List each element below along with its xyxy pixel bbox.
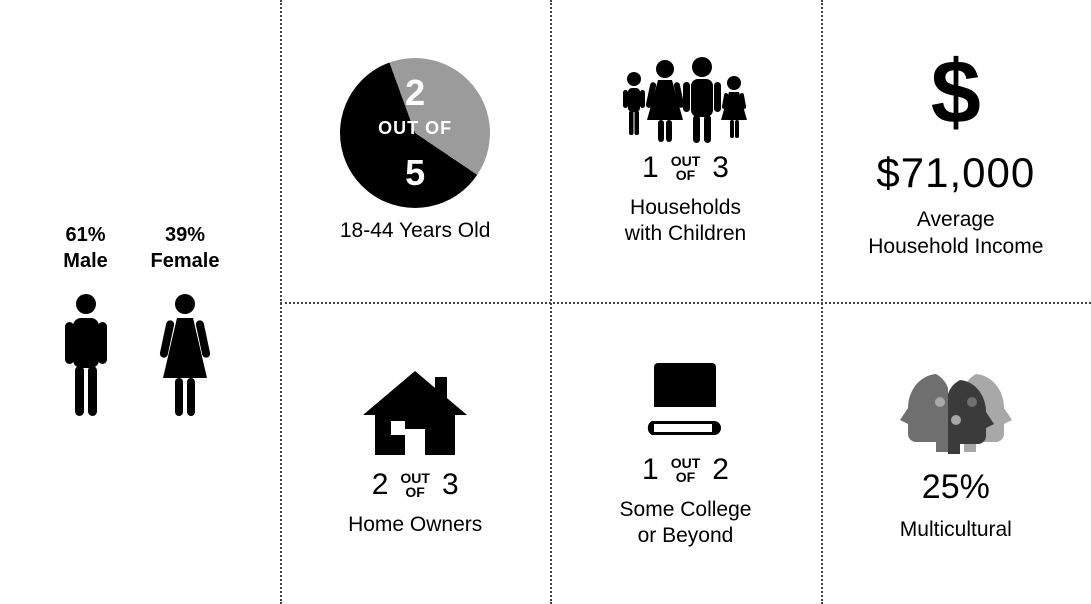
gender-female: 39%Female [151,222,220,422]
dollar-icon: $ [931,42,981,145]
college-ratio: 1 OUTOF 2 [642,453,729,487]
cell-age: 2 OUT OF 5 18-44 Years Old [280,0,550,302]
cell-multicultural: 25% Multicultural [821,302,1091,604]
stats-grid: 2 OUT OF 5 18-44 Years Old [280,0,1091,604]
income-caption: AverageHousehold Income [868,207,1043,260]
age-caption: 18-44 Years Old [340,218,491,244]
pie-outof: OUT OF [340,118,490,139]
female-icon [157,292,213,422]
heads-puzzle-icon [886,362,1026,462]
cell-households: 1 OUTOF 3 Householdswith Children [550,0,820,302]
cell-homeowners: 2 OUTOF 3 Home Owners [280,302,550,604]
college-caption: Some Collegeor Beyond [620,497,752,550]
cell-income: $ $71,000 AverageHousehold Income [821,0,1091,302]
income-value: $71,000 [876,149,1035,197]
pie-denominator: 5 [340,152,490,194]
households-caption: Householdswith Children [625,195,746,248]
house-icon [355,367,475,462]
multicultural-caption: Multicultural [900,517,1012,543]
cell-college: 1 OUTOF 2 Some Collegeor Beyond [550,302,820,604]
family-icon [620,55,750,145]
male-percent: 61%Male [63,222,107,274]
male-icon [61,292,111,422]
pie-chart-icon: 2 OUT OF 5 [340,58,490,208]
homeowners-ratio: 2 OUTOF 3 [372,468,459,502]
gender-panel: 61%Male 39%Female [0,0,280,604]
homeowners-caption: Home Owners [348,512,482,538]
pie-numerator: 2 [340,72,490,114]
multicultural-value: 25% [922,468,990,507]
gender-male: 61%Male [61,222,111,422]
books-icon [640,357,730,447]
households-ratio: 1 OUTOF 3 [642,151,729,185]
female-percent: 39%Female [151,222,220,274]
